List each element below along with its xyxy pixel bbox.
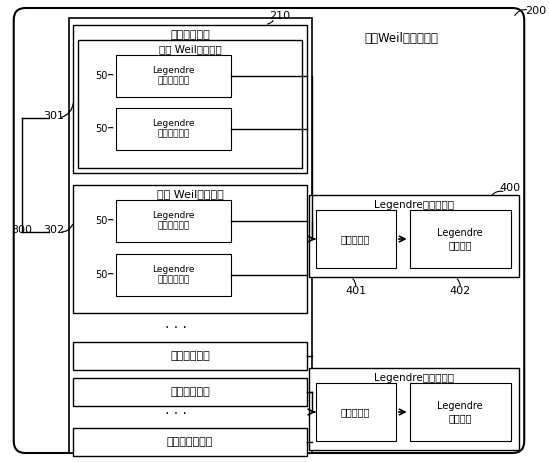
Bar xyxy=(74,428,307,456)
Bar xyxy=(309,368,519,450)
Text: 50: 50 xyxy=(95,124,107,134)
Text: Legendre
序列数组: Legendre 序列数组 xyxy=(437,228,483,250)
Bar xyxy=(74,378,307,406)
Text: 相关器通道六: 相关器通道六 xyxy=(170,351,210,361)
Bar xyxy=(74,185,307,313)
Text: 50: 50 xyxy=(95,270,107,280)
Bar xyxy=(309,195,519,277)
Bar xyxy=(69,18,312,453)
Text: 200: 200 xyxy=(525,6,546,16)
Text: 相关器通道七: 相关器通道七 xyxy=(170,387,210,397)
Text: 400: 400 xyxy=(499,183,520,193)
Text: Legendre序列模块一: Legendre序列模块一 xyxy=(374,200,454,210)
Text: 301: 301 xyxy=(43,111,64,121)
Bar xyxy=(410,383,511,441)
Bar xyxy=(74,342,307,370)
Text: 相关器通道十二: 相关器通道十二 xyxy=(167,437,213,447)
FancyBboxPatch shape xyxy=(14,8,524,453)
Bar xyxy=(410,210,511,268)
Text: 302: 302 xyxy=(43,225,64,235)
Bar xyxy=(116,108,231,150)
Text: 多路Weil码发生装置: 多路Weil码发生装置 xyxy=(365,31,439,44)
Text: 401: 401 xyxy=(345,286,366,296)
Text: 数据 Weil码发生器: 数据 Weil码发生器 xyxy=(159,44,221,54)
Text: · · ·: · · · xyxy=(165,407,187,421)
Text: 导频 Weil码发生器: 导频 Weil码发生器 xyxy=(156,189,223,199)
Bar xyxy=(116,55,231,97)
Text: 50: 50 xyxy=(95,71,107,81)
Text: 请求仲裁器: 请求仲裁器 xyxy=(341,234,371,244)
Bar xyxy=(79,40,302,168)
Text: Legendre
序列控制器二: Legendre 序列控制器二 xyxy=(152,119,195,139)
Text: 402: 402 xyxy=(450,286,470,296)
Text: Legendre
序列控制器一: Legendre 序列控制器一 xyxy=(152,67,195,85)
Bar xyxy=(316,383,396,441)
Text: Legendre
序列控制器一: Legendre 序列控制器一 xyxy=(152,211,195,231)
Bar xyxy=(316,210,396,268)
Text: · · ·: · · · xyxy=(165,321,187,335)
Text: 300: 300 xyxy=(11,225,32,235)
Bar xyxy=(116,200,231,242)
Text: Legendre序列模块二: Legendre序列模块二 xyxy=(374,373,454,383)
Text: 210: 210 xyxy=(268,11,290,21)
Text: 相关器通道一: 相关器通道一 xyxy=(170,30,210,40)
Bar xyxy=(116,254,231,296)
Text: Legendre
序列控制器二: Legendre 序列控制器二 xyxy=(152,265,195,285)
Bar xyxy=(74,25,307,173)
Text: 50: 50 xyxy=(95,216,107,226)
Text: 请求仲裁器: 请求仲裁器 xyxy=(341,407,371,417)
Text: Legendre
序列数组: Legendre 序列数组 xyxy=(437,401,483,423)
